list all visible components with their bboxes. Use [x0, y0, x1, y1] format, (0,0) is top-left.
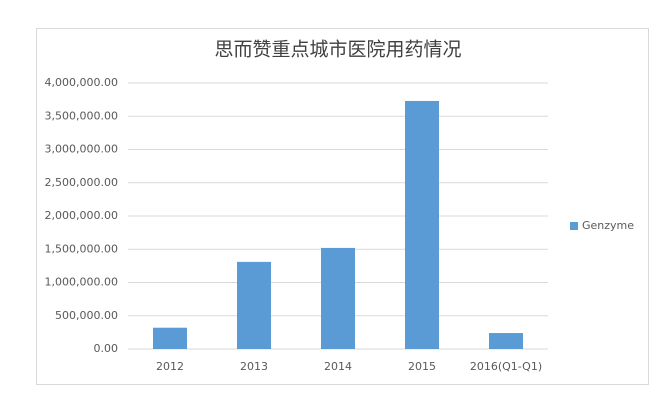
y-tick-label: 4,000,000.00	[45, 76, 118, 89]
y-tick-label: 500,000.00	[55, 309, 118, 322]
y-tick-label: 2,500,000.00	[45, 176, 118, 189]
y-tick-label: 2,000,000.00	[45, 209, 118, 222]
x-tick-label: 2015	[408, 360, 436, 373]
y-tick-label: 1,500,000.00	[45, 242, 118, 255]
chart-title: 思而赞重点城市医院用药情况	[214, 39, 461, 61]
x-tick-label: 2016(Q1-Q1)	[470, 360, 542, 373]
bar	[489, 333, 523, 349]
x-tick-label: 2014	[324, 360, 352, 373]
bar	[153, 327, 187, 349]
y-tick-label: 1,000,000.00	[45, 276, 118, 289]
x-tick-label: 2012	[156, 360, 184, 373]
x-tick-label: 2013	[240, 360, 268, 373]
bar	[321, 247, 355, 349]
bar	[405, 100, 439, 349]
y-tick-label: 0.00	[94, 342, 119, 355]
legend-label: Genzyme	[582, 219, 634, 232]
bar	[237, 261, 271, 349]
legend-swatch	[570, 222, 578, 230]
y-tick-label: 3,000,000.00	[45, 143, 118, 156]
y-tick-label: 3,500,000.00	[45, 109, 118, 122]
